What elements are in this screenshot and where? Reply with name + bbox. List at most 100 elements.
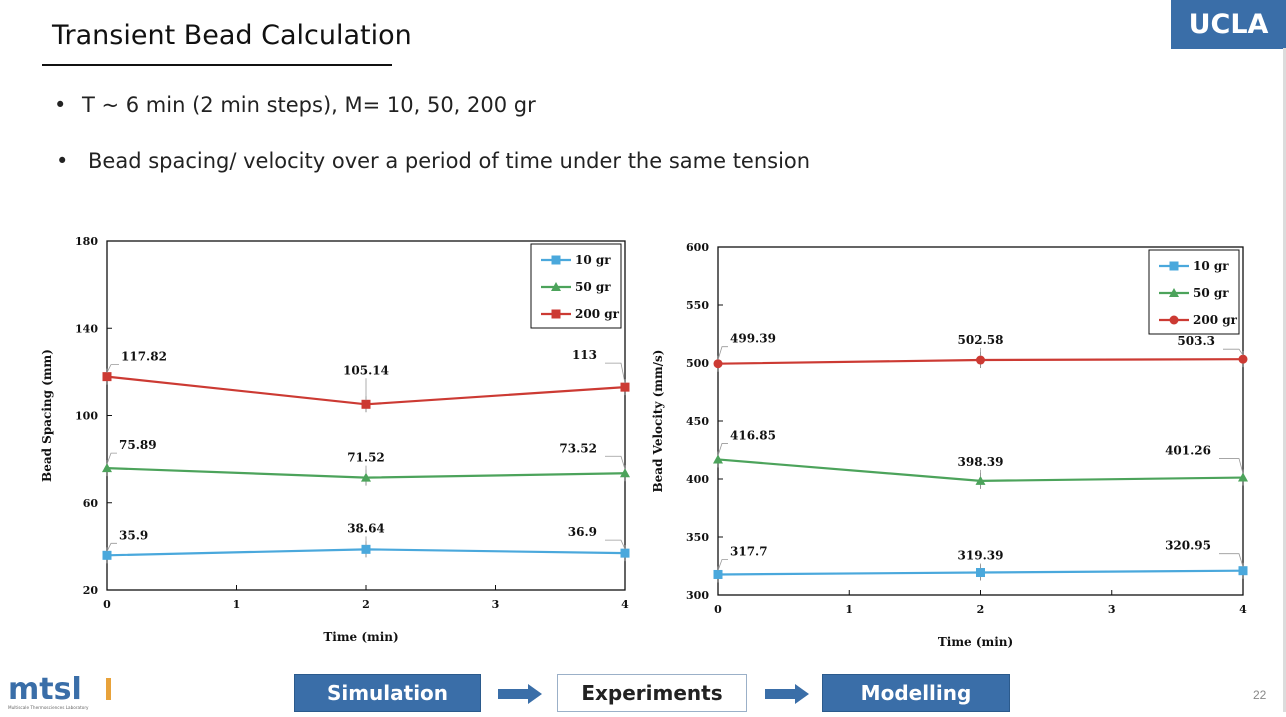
right-edge-divider: [1283, 48, 1286, 712]
data-point: [620, 468, 630, 478]
bead-spacing-chart: 20 60 100 140 180 0 1 2 3 4 Time (min) Bead Spacing…: [32, 225, 637, 655]
label-leader: [717, 443, 728, 456]
data-label: 75.89: [119, 438, 157, 452]
label-leader: [1219, 553, 1244, 567]
data-label: 502.58: [958, 333, 1004, 347]
x-tick-label: 3: [492, 598, 500, 611]
flow-modelling-button[interactable]: Modelling: [822, 674, 1010, 712]
legend-marker: [1169, 288, 1179, 297]
legend-marker: [551, 309, 561, 319]
data-point: [713, 359, 723, 369]
label-leader: [106, 542, 117, 552]
y-tick-label: 350: [686, 531, 709, 544]
bullet-text: Bead spacing/ velocity over a period of …: [88, 149, 811, 173]
y-tick-label: 60: [83, 497, 99, 510]
data-point: [1238, 354, 1248, 364]
label-leader: [605, 455, 626, 470]
y-axis-label: Bead Spacing (mm): [40, 349, 54, 482]
data-label: 416.85: [730, 428, 776, 442]
y-tick-label: 600: [686, 241, 709, 254]
y-tick-label: 20: [83, 584, 99, 597]
y-axis-label: Bead Velocity (mm/s): [651, 350, 665, 493]
data-label: 38.64: [347, 521, 385, 535]
data-label: 113: [572, 348, 597, 362]
label-leader: [605, 539, 626, 550]
flow-arrow-icon: [498, 684, 542, 704]
label-leader: [605, 362, 626, 384]
label-leader: [106, 452, 117, 465]
x-tick-label: 1: [845, 603, 853, 616]
y-tick-label: 400: [686, 473, 709, 486]
y-tick-label: 300: [686, 589, 709, 602]
data-label: 398.39: [958, 455, 1004, 469]
x-tick-label: 0: [714, 603, 722, 616]
x-tick-label: 1: [233, 598, 241, 611]
data-point: [713, 454, 723, 464]
data-label: 71.52: [347, 451, 385, 465]
legend-marker: [551, 255, 561, 265]
bullet-item-1: • T ~ 6 min (2 min steps), M= 10, 50, 20…: [54, 93, 536, 117]
flow-arrow-icon: [765, 684, 809, 704]
y-tick-label: 180: [75, 235, 98, 248]
flow-experiments-button[interactable]: Experiments: [557, 674, 747, 712]
x-tick-label: 2: [362, 598, 370, 611]
data-point: [102, 550, 112, 560]
legend-label: 10 gr: [1193, 259, 1229, 273]
data-label: 317.7: [730, 544, 768, 558]
data-point: [976, 568, 985, 578]
data-point: [361, 399, 371, 409]
x-tick-label: 3: [1108, 603, 1116, 616]
chart-svg: 20 60 100 140 180 0 1 2 3 4 Time (min) Bead Spacing…: [40, 235, 630, 644]
data-point: [361, 544, 371, 554]
data-label: 320.95: [1165, 539, 1211, 553]
data-label: 35.9: [119, 528, 148, 542]
legend-label: 200 gr: [1193, 313, 1238, 327]
ucla-logo: UCLA: [1171, 0, 1286, 49]
label-leader: [1223, 348, 1244, 356]
x-tick-label: 0: [103, 598, 111, 611]
mtsl-logo-mark: [106, 678, 111, 700]
data-point: [361, 472, 371, 482]
y-tick-label: 550: [686, 299, 709, 312]
y-tick-label: 450: [686, 415, 709, 428]
data-point: [620, 548, 630, 558]
data-point: [1238, 566, 1248, 576]
bullet-item-2: • Bead spacing/ velocity over a period o…: [56, 149, 811, 173]
page-number: 22: [1253, 688, 1267, 702]
mtsl-logo: mtsl Multiscale Thermosciences Laborator…: [8, 672, 118, 717]
legend-label: 50 gr: [575, 280, 611, 294]
mtsl-logo-text: mtsl: [8, 672, 82, 707]
flow-simulation-button[interactable]: Simulation: [294, 674, 481, 712]
data-label: 105.14: [343, 363, 389, 377]
legend-marker: [1169, 315, 1179, 325]
bullet-dot-icon: •: [54, 93, 67, 117]
y-tick-label: 100: [75, 410, 98, 423]
chart-svg: 300 350 400 450 500 550 600 0 1 2 3 4 Time (min) Bead…: [651, 241, 1248, 649]
data-label: 503.3: [1177, 334, 1215, 348]
data-point: [976, 355, 985, 365]
data-label: 499.39: [730, 332, 776, 346]
y-tick-label: 140: [75, 322, 98, 335]
x-tick-label: 2: [977, 603, 985, 616]
x-axis-label: Time (min): [938, 635, 1013, 649]
data-label: 36.9: [568, 525, 597, 539]
legend-marker: [551, 282, 561, 291]
bead-velocity-chart: 300 350 400 450 500 550 600 0 1 2 3 4 Time (min) Bead…: [645, 225, 1260, 655]
legend-label: 200 gr: [575, 307, 620, 321]
x-axis-label: Time (min): [323, 630, 398, 644]
mtsl-logo-subtext: Multiscale Thermosciences Laboratory: [8, 705, 89, 710]
bullet-dot-icon: •: [56, 149, 69, 173]
data-label: 117.82: [121, 350, 167, 364]
label-leader: [717, 559, 728, 571]
label-leader: [106, 364, 119, 373]
slide-title: Transient Bead Calculation: [52, 20, 412, 51]
data-point: [102, 372, 112, 382]
legend-marker: [1169, 261, 1179, 271]
data-point: [713, 569, 723, 579]
data-label: 73.52: [559, 441, 597, 455]
data-point: [102, 463, 112, 473]
title-underline: [42, 64, 392, 66]
label-leader: [1219, 458, 1244, 474]
data-label: 401.26: [1165, 444, 1211, 458]
data-label: 319.39: [958, 549, 1004, 563]
